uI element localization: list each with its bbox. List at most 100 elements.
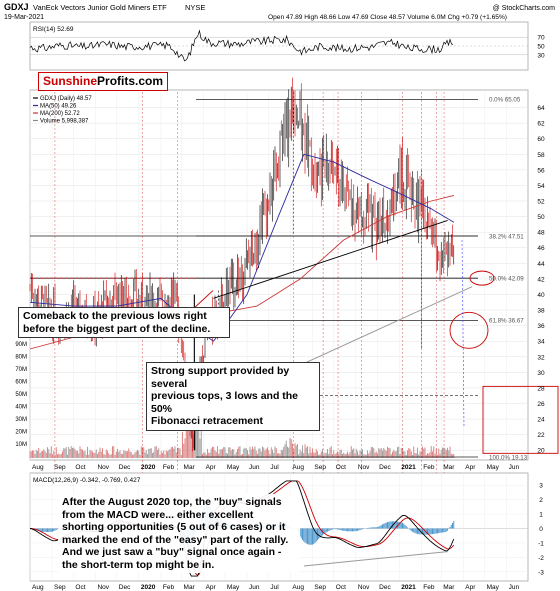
- price-tick-label: 52: [537, 199, 545, 206]
- price-tick-label: 48: [537, 230, 545, 237]
- callout-support-line: Strong support provided by several: [151, 365, 290, 390]
- x-tick-label: Sep: [314, 464, 326, 471]
- callout-comeback: Comeback to the previous lows right befo…: [18, 307, 230, 338]
- price-tick-label: 50: [537, 214, 545, 221]
- symbol-title: GDXJ: [4, 2, 29, 12]
- x-tick-label: Apr: [465, 584, 476, 591]
- rsi-label: RSI(14) 52.69: [33, 26, 74, 33]
- legend-entry: MA(50) 49.26: [40, 104, 77, 110]
- x-tick-label: Dec: [119, 464, 131, 471]
- chart-date: 19-Mar-2021: [4, 14, 44, 21]
- macd-y-ticks: 3 2 1 0 -1 -2 -3: [538, 483, 544, 577]
- legend-entry: GDXJ (Daily) 48.57: [40, 96, 92, 102]
- price-tick-label: 58: [537, 152, 545, 159]
- x-tick-label: May: [227, 584, 240, 591]
- x-tick-label: Aug: [32, 584, 44, 591]
- x-tick-label: Oct: [336, 464, 346, 471]
- x-tick-label: Oct: [75, 464, 85, 471]
- highlight-box: [482, 385, 559, 454]
- x-tick-label: Nov: [358, 584, 370, 591]
- price-tick-label: 40: [537, 292, 545, 299]
- exchange: NYSE: [185, 3, 205, 12]
- fib-label: 38.2% 47.51: [489, 233, 524, 240]
- volume-tick-label: 30M: [15, 417, 27, 423]
- volume-tick-label: 10M: [15, 442, 27, 448]
- trend-line: [213, 220, 448, 299]
- x-tick-label: Dec: [379, 464, 391, 471]
- price-tick-label: 22: [537, 432, 545, 439]
- x-tick-label: Mar: [184, 464, 196, 471]
- callout-macd-line: And we just saw a "buy" signal once agai…: [62, 546, 282, 558]
- price-y-ticks: 20 22 24 26 28 30 32 34 36 38 40 42 44 46 48 50 52 54 56 58…: [537, 105, 545, 455]
- price-tick-label: 28: [537, 385, 545, 392]
- volume-tick-label: 70M: [15, 367, 27, 373]
- callout-macd-line: After the August 2020 top, the "buy" sig…: [62, 496, 282, 508]
- callout-support-line: previous tops, 3 lows and the 50%: [151, 390, 299, 415]
- macd-tick-label: 0: [539, 526, 543, 533]
- price-tick-label: 44: [537, 261, 545, 268]
- volume-tick-label: 90M: [15, 342, 27, 348]
- price-tick-label: 62: [537, 121, 545, 128]
- brand-part2: Profits.com: [97, 74, 164, 88]
- x-tick-label: Feb: [423, 584, 435, 591]
- volume-tick-label: 60M: [15, 380, 27, 386]
- macd-tick-label: 3: [539, 483, 543, 490]
- x-tick-label: 2020: [141, 584, 156, 591]
- callout-comeback-line: before the biggest part of the decline.: [23, 322, 211, 335]
- price-tick-label: 56: [537, 167, 545, 174]
- macd-tick-label: -1: [538, 540, 544, 547]
- highlight-circle: [449, 311, 489, 349]
- price-tick-label: 26: [537, 401, 545, 408]
- x-tick-label: Mar: [443, 464, 455, 471]
- x-tick-label: Aug: [292, 584, 304, 591]
- quote-line: Open 47.89 High 48.66 Low 47.69 Close 48…: [268, 14, 507, 21]
- volume-ticks: 90M 80M 70M 60M 50M 40M 30M 20M 10M: [15, 342, 27, 448]
- fib-lines: 0.0% 65.05 38.2% 47.51 50.0% 42.09 61.8% 36…: [30, 97, 528, 461]
- legend-entry: MA(200) 52.72: [40, 111, 80, 117]
- x-tick-label: Sep: [54, 464, 66, 471]
- x-tick-label: May: [487, 464, 500, 471]
- rsi-grid: [30, 36, 528, 56]
- macd-tick-label: -3: [538, 569, 544, 576]
- fib-label: 100.0% 19.13: [489, 454, 528, 461]
- x-tick-label: 2020: [141, 464, 156, 471]
- projection-line: [461, 239, 465, 427]
- x-tick-label: 2021: [401, 464, 416, 471]
- price-tick-label: 38: [537, 308, 545, 315]
- price-tick-label: 42: [537, 276, 545, 283]
- x-tick-label: Sep: [314, 584, 326, 591]
- macd-trend-line: [303, 551, 448, 567]
- etf-name: VanEck Vectors Junior Gold Miners ETF: [33, 3, 167, 12]
- callout-macd-line: shorting opportunities (5 out of 6 cases…: [62, 521, 286, 533]
- price-tick-label: 54: [537, 183, 545, 190]
- x-tick-label: Nov: [97, 464, 109, 471]
- callout-support-line: Fibonacci retracement: [151, 415, 264, 427]
- macd-label: MACD(12,26,9) -0.342, -0.769, 0.427: [33, 477, 141, 484]
- price-tick-label: 60: [537, 136, 545, 143]
- volume-tick-label: 50M: [15, 392, 27, 398]
- fib-label: 61.8% 36.67: [489, 318, 524, 325]
- pointer-arrow: [192, 290, 214, 310]
- macd-tick-label: 1: [539, 512, 543, 519]
- x-tick-label: May: [227, 464, 240, 471]
- price-tick-label: 24: [537, 417, 545, 424]
- ma50-line: [29, 153, 455, 342]
- x-tick-label: Nov: [97, 584, 109, 591]
- x-tick-label: Jul: [270, 464, 279, 471]
- x-tick-label: Mar: [443, 584, 455, 591]
- x-tick-label: Sep: [54, 584, 66, 591]
- callout-comeback-line: Comeback to the previous lows right: [23, 310, 207, 322]
- x-tick-label: May: [487, 584, 500, 591]
- x-tick-label: Mar: [184, 584, 196, 591]
- x-tick-label: Apr: [206, 464, 217, 471]
- x-tick-label: Jun: [509, 464, 520, 471]
- x-tick-label: Aug: [292, 464, 304, 471]
- x-tick-label: Jun: [249, 584, 260, 591]
- x-tick-label: Dec: [379, 584, 391, 591]
- x-tick-label: Oct: [336, 584, 346, 591]
- copyright: @ StockCharts.com: [493, 5, 556, 12]
- rsi-tick-label: 50: [537, 44, 545, 51]
- price-tick-label: 64: [537, 105, 545, 112]
- rsi-tick-label: 30: [537, 52, 545, 59]
